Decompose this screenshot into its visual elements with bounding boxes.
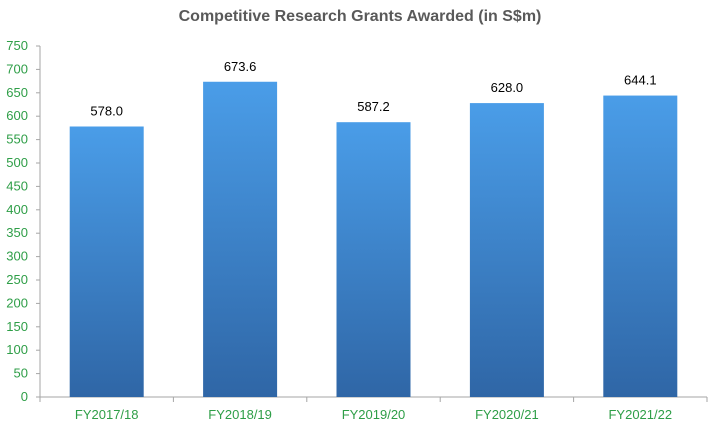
- data-label: 628.0: [491, 80, 524, 95]
- y-tick-label: 650: [6, 85, 28, 100]
- data-label: 644.1: [624, 73, 657, 88]
- y-tick-label: 150: [6, 319, 28, 334]
- y-tick-label: 500: [6, 155, 28, 170]
- x-tick-label: FY2017/18: [75, 407, 139, 422]
- bars: [69, 81, 678, 398]
- x-axis: FY2017/18 FY2018/19 FY2019/20 FY2020/21 FY20…: [39, 396, 708, 422]
- y-tick-label: 400: [6, 202, 28, 217]
- y-axis: 0 50 100 150 200 250 300 350 400 450 500 550 600 650 7…: [6, 38, 41, 404]
- y-tick-label: 600: [6, 108, 28, 123]
- y-tick-label: 700: [6, 61, 28, 76]
- bar: [203, 81, 278, 398]
- y-tick-label: 750: [6, 38, 28, 53]
- data-label: 578.0: [90, 103, 123, 118]
- y-tick-label: 250: [6, 272, 28, 287]
- x-tick-label: FY2020/21: [475, 407, 539, 422]
- bar: [603, 95, 678, 397]
- x-tick-label: FY2018/19: [208, 407, 272, 422]
- y-tick-label: 550: [6, 132, 28, 147]
- y-tick-label: 200: [6, 295, 28, 310]
- y-tick-label: 50: [14, 366, 28, 381]
- data-labels: 578.0 673.6 587.2 628.0 644.1: [90, 59, 656, 119]
- chart-title: Competitive Research Grants Awarded (in …: [178, 8, 542, 25]
- y-tick-label: 0: [21, 389, 28, 404]
- y-tick-label: 350: [6, 225, 28, 240]
- y-tick-label: 300: [6, 249, 28, 264]
- bar: [469, 103, 544, 397]
- y-tick-label: 100: [6, 342, 28, 357]
- data-label: 673.6: [224, 59, 257, 74]
- x-tick-label: FY2021/22: [608, 407, 672, 422]
- data-label: 587.2: [357, 99, 390, 114]
- bar: [336, 122, 411, 397]
- x-tick-label: FY2019/20: [342, 407, 406, 422]
- bar: [69, 126, 144, 397]
- y-tick-label: 450: [6, 178, 28, 193]
